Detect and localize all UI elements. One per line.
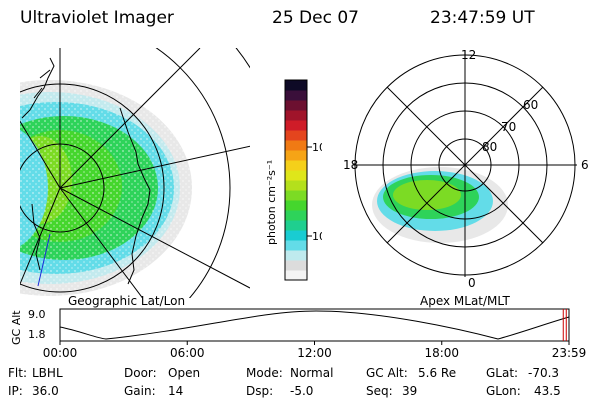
colorbar-step — [285, 250, 307, 261]
gcalt-label: GC Alt: — [366, 366, 408, 380]
colorbar-step — [285, 140, 307, 151]
colorbar-step — [285, 240, 307, 251]
colorbar-step — [285, 90, 307, 101]
flt-value: LBHL — [32, 366, 63, 380]
altitude-min-label: 1.8 — [28, 328, 46, 341]
mode-label: Mode: — [246, 366, 283, 380]
dsp-label: Dsp: — [246, 384, 274, 398]
colorbar-step — [285, 130, 307, 141]
mlt-label-12: 12 — [461, 48, 476, 62]
altitude-curve — [59, 310, 570, 340]
colorbar-step — [285, 260, 307, 271]
door-value: Open — [168, 366, 201, 380]
altitude-max-label: 9.0 — [28, 308, 46, 321]
colorbar-step — [285, 80, 307, 91]
colorbar-step — [285, 100, 307, 111]
colorbar-tick-10: 10 — [312, 230, 322, 243]
polar-mlt-plot: 12 6 0 18 80 70 60 — [343, 48, 589, 290]
time-axis-ticks: 00:00 06:00 12:00 18:00 23:59 — [43, 341, 587, 360]
flt-label: Flt: — [8, 366, 27, 380]
geographic-label: Geographic Lat/Lon — [68, 294, 186, 308]
colorbar-step — [285, 180, 307, 191]
colorbar-step — [285, 120, 307, 131]
mlat-label-60: 60 — [523, 98, 538, 112]
altitude-timeline: GC Alt 9.0 1.8 00:00 06:00 12:00 18:00 23:59 — [10, 308, 587, 360]
mlat-label-80: 80 — [482, 140, 497, 154]
mlt-label-6: 6 — [581, 158, 589, 172]
geographic-map-panel — [20, 48, 250, 298]
glon-value: 43.5 — [534, 384, 561, 398]
instrument-title: Ultraviolet Imager — [20, 8, 174, 28]
gcalt-value: 5.6 Re — [418, 366, 457, 380]
apex-label: Apex MLat/MLT — [420, 294, 510, 308]
time-tick-label: 18:00 — [424, 346, 459, 360]
seq-label: Seq: — [366, 384, 393, 398]
door-label: Door: — [124, 366, 157, 380]
colorbar-step — [285, 270, 307, 281]
altitude-axis-label: GC Alt — [10, 310, 23, 345]
time-tick-label: 00:00 — [43, 346, 78, 360]
time-tick-label: 12:00 — [297, 346, 332, 360]
glat-value: -70.3 — [528, 366, 560, 380]
colorbar-tick-100: 100 — [312, 141, 322, 154]
colorbar-gradient — [285, 80, 307, 281]
gain-label: Gain: — [124, 384, 156, 398]
colorbar-unit-label: photon cm⁻²s⁻¹ — [265, 160, 278, 245]
time-tick-label: 23:59 — [552, 346, 587, 360]
glon-label: GLon: — [486, 384, 521, 398]
colorbar-step — [285, 210, 307, 221]
colorbar-step — [285, 230, 307, 241]
polar-grid — [353, 53, 577, 277]
altitude-frame — [59, 308, 570, 342]
mlt-label-0: 0 — [468, 276, 476, 290]
mode-value: Normal — [290, 366, 334, 380]
mlt-label-18: 18 — [343, 158, 358, 172]
time-tick-label: 06:00 — [170, 346, 205, 360]
seq-value: 39 — [402, 384, 418, 398]
geo-grid — [20, 48, 250, 298]
mlat-label-70: 70 — [501, 120, 516, 134]
ip-value: 36.0 — [32, 384, 59, 398]
colorbar-step — [285, 220, 307, 231]
colorbar-step — [285, 190, 307, 201]
colorbar-step — [285, 170, 307, 181]
dsp-value: -5.0 — [290, 384, 314, 398]
glat-label: GLat: — [486, 366, 519, 380]
ip-label: IP: — [8, 384, 23, 398]
observation-time: 23:47:59 UT — [430, 8, 535, 28]
observation-date: 25 Dec 07 — [272, 8, 359, 28]
colorbar-step — [285, 150, 307, 161]
gain-value: 14 — [168, 384, 184, 398]
orbit-track — [37, 233, 51, 287]
colorbar-step — [285, 160, 307, 171]
colorbar-step — [285, 200, 307, 211]
colorbar: 100 10 photon cm⁻²s⁻¹ — [265, 79, 322, 281]
colorbar-step — [285, 110, 307, 121]
coastline — [21, 57, 151, 285]
